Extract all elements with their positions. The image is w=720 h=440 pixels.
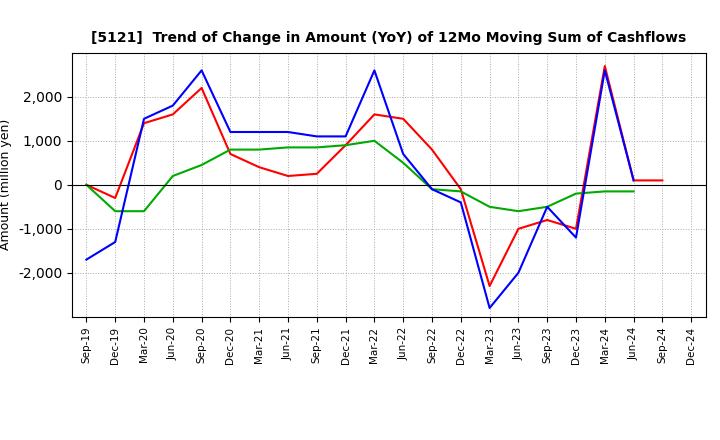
Investing Cashflow (168, 173, 177, 179)
Investing Cashflow (312, 145, 321, 150)
Investing Cashflow (341, 143, 350, 148)
Line: Free Cashflow: Free Cashflow (86, 70, 634, 308)
Free Cashflow (168, 103, 177, 108)
Operating Cashflow (168, 112, 177, 117)
Investing Cashflow (600, 189, 609, 194)
Operating Cashflow (658, 178, 667, 183)
Operating Cashflow (600, 63, 609, 69)
Free Cashflow (485, 305, 494, 311)
Free Cashflow (312, 134, 321, 139)
Free Cashflow (140, 116, 148, 121)
Operating Cashflow (428, 147, 436, 152)
Investing Cashflow (485, 204, 494, 209)
Free Cashflow (600, 68, 609, 73)
Investing Cashflow (629, 189, 638, 194)
Investing Cashflow (140, 209, 148, 214)
Operating Cashflow (456, 187, 465, 192)
Investing Cashflow (197, 162, 206, 168)
Investing Cashflow (572, 191, 580, 196)
Investing Cashflow (543, 204, 552, 209)
Operating Cashflow (370, 112, 379, 117)
Operating Cashflow (140, 121, 148, 126)
Free Cashflow (572, 235, 580, 240)
Operating Cashflow (255, 165, 264, 170)
Operating Cashflow (572, 226, 580, 231)
Investing Cashflow (399, 160, 408, 165)
Operating Cashflow (312, 171, 321, 176)
Free Cashflow (341, 134, 350, 139)
Free Cashflow (82, 257, 91, 262)
Investing Cashflow (456, 189, 465, 194)
Operating Cashflow (226, 151, 235, 157)
Free Cashflow (399, 151, 408, 157)
Investing Cashflow (226, 147, 235, 152)
Operating Cashflow (399, 116, 408, 121)
Title: [5121]  Trend of Change in Amount (YoY) of 12Mo Moving Sum of Cashflows: [5121] Trend of Change in Amount (YoY) o… (91, 31, 686, 45)
Free Cashflow (370, 68, 379, 73)
Line: Operating Cashflow: Operating Cashflow (86, 66, 662, 286)
Investing Cashflow (428, 187, 436, 192)
Free Cashflow (255, 129, 264, 135)
Operating Cashflow (82, 182, 91, 187)
Investing Cashflow (111, 209, 120, 214)
Investing Cashflow (255, 147, 264, 152)
Investing Cashflow (514, 209, 523, 214)
Free Cashflow (197, 68, 206, 73)
Free Cashflow (629, 178, 638, 183)
Free Cashflow (428, 187, 436, 192)
Operating Cashflow (485, 283, 494, 289)
Operating Cashflow (111, 195, 120, 201)
Y-axis label: Amount (million yen): Amount (million yen) (0, 119, 12, 250)
Free Cashflow (226, 129, 235, 135)
Free Cashflow (284, 129, 292, 135)
Free Cashflow (514, 270, 523, 275)
Operating Cashflow (514, 226, 523, 231)
Operating Cashflow (197, 85, 206, 91)
Operating Cashflow (341, 143, 350, 148)
Investing Cashflow (370, 138, 379, 143)
Operating Cashflow (629, 178, 638, 183)
Investing Cashflow (82, 182, 91, 187)
Free Cashflow (456, 200, 465, 205)
Free Cashflow (111, 239, 120, 245)
Operating Cashflow (543, 217, 552, 223)
Free Cashflow (543, 204, 552, 209)
Investing Cashflow (284, 145, 292, 150)
Line: Investing Cashflow: Investing Cashflow (86, 141, 634, 211)
Operating Cashflow (284, 173, 292, 179)
